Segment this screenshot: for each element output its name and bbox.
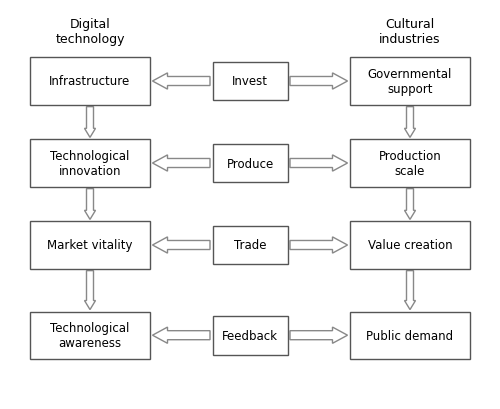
Polygon shape — [152, 237, 210, 254]
Text: Cultural
industries: Cultural industries — [380, 18, 441, 46]
Bar — [30, 312, 150, 359]
Bar — [212, 62, 288, 101]
Polygon shape — [404, 271, 415, 310]
Polygon shape — [84, 271, 96, 310]
Text: Production
scale: Production scale — [378, 150, 442, 178]
Text: Invest: Invest — [232, 75, 268, 88]
Text: Digital
technology: Digital technology — [55, 18, 125, 46]
Text: Technological
awareness: Technological awareness — [50, 321, 130, 349]
Bar — [212, 226, 288, 265]
Bar — [350, 222, 470, 269]
Bar — [30, 140, 150, 187]
Text: Value creation: Value creation — [368, 239, 452, 252]
Polygon shape — [404, 107, 415, 138]
Polygon shape — [84, 189, 96, 220]
Polygon shape — [152, 155, 210, 172]
Polygon shape — [84, 107, 96, 138]
Bar — [350, 312, 470, 359]
Polygon shape — [290, 237, 348, 254]
Bar — [350, 140, 470, 187]
Text: Trade: Trade — [234, 239, 266, 252]
Bar — [212, 316, 288, 355]
Bar — [30, 58, 150, 105]
Text: Market vitality: Market vitality — [47, 239, 133, 252]
Polygon shape — [290, 155, 348, 172]
Bar — [212, 144, 288, 183]
Text: Governmental
support: Governmental support — [368, 68, 452, 96]
Polygon shape — [290, 327, 348, 344]
Polygon shape — [152, 327, 210, 344]
Bar — [30, 222, 150, 269]
Text: Technological
innovation: Technological innovation — [50, 150, 130, 178]
Polygon shape — [152, 74, 210, 90]
Text: Produce: Produce — [226, 157, 274, 170]
Polygon shape — [404, 189, 415, 220]
Text: Public demand: Public demand — [366, 329, 454, 342]
Polygon shape — [290, 74, 348, 90]
Text: Infrastructure: Infrastructure — [50, 75, 130, 88]
Bar — [350, 58, 470, 105]
Text: Feedback: Feedback — [222, 329, 278, 342]
